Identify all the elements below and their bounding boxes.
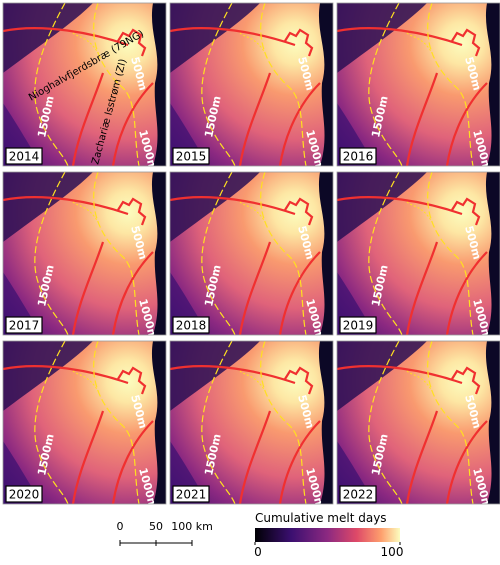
scale-label: 100 km — [171, 520, 213, 533]
panel-border — [2, 2, 167, 167]
year-label: 2014 — [9, 150, 40, 164]
year-box — [5, 316, 43, 334]
scale-label: 50 — [149, 520, 163, 533]
year-label: 2020 — [9, 488, 40, 502]
year-label: 2017 — [9, 319, 40, 333]
year-label: 2015 — [176, 150, 207, 164]
panel-border — [169, 171, 334, 336]
year-box — [339, 147, 377, 165]
panel-border — [336, 171, 500, 336]
scale-bar: 0 50 100 km — [117, 520, 213, 546]
colorbar-tick-label: 0 — [254, 545, 262, 559]
year-box — [172, 316, 210, 334]
panel-border — [169, 340, 334, 505]
panel-border — [169, 2, 334, 167]
panel-border — [2, 171, 167, 336]
panel-border — [2, 340, 167, 505]
year-label: 2021 — [176, 488, 207, 502]
year-box — [5, 485, 43, 503]
colorbar-ramp — [255, 528, 400, 542]
year-label: 2022 — [343, 488, 374, 502]
year-label: 2016 — [343, 150, 374, 164]
colorbar-tick-label: 100 — [381, 545, 404, 559]
year-box — [339, 316, 377, 334]
panel-border — [336, 340, 500, 505]
year-box — [172, 485, 210, 503]
year-box — [339, 485, 377, 503]
colorbar-title: Cumulative melt days — [255, 511, 387, 525]
year-label: 2018 — [176, 319, 207, 333]
panel-border — [336, 2, 500, 167]
colorbar: Cumulative melt days 0 100 — [254, 511, 403, 559]
year-label: 2019 — [343, 319, 374, 333]
scale-label: 0 — [117, 520, 124, 533]
year-box — [5, 147, 43, 165]
year-box — [172, 147, 210, 165]
